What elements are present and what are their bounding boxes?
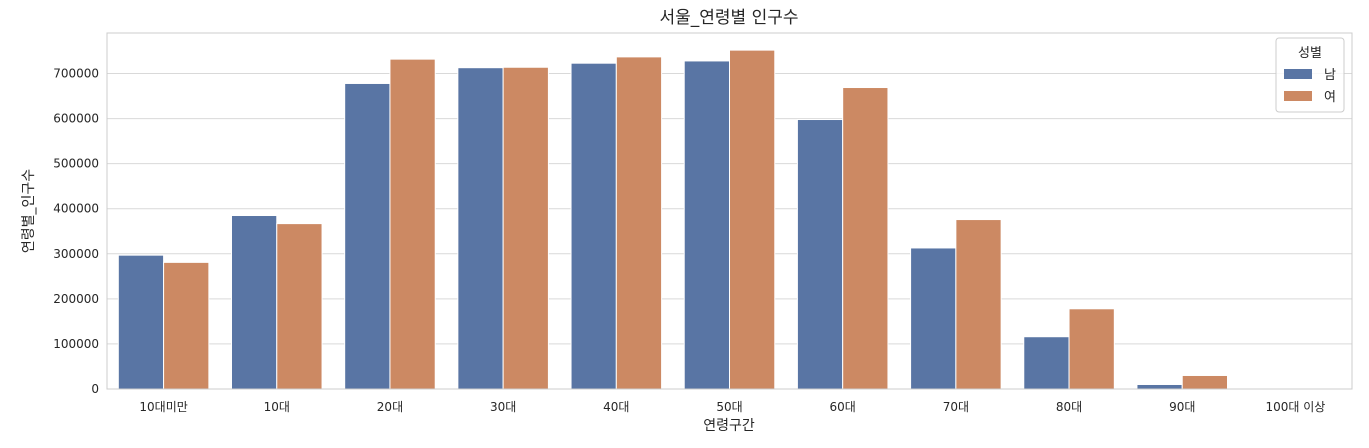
legend-swatch-male (1284, 69, 1312, 79)
bar-female (1181, 374, 1229, 390)
bar-female (1068, 308, 1115, 390)
bar-male (1136, 383, 1183, 390)
y-tick-label: 400000 (53, 202, 99, 216)
bar-female (615, 56, 663, 390)
x-tick-labels: 10대미만 10대 20대 30대 40대 50대 60대 70대 80대 90대 100대 이상 (139, 400, 1325, 414)
x-tick-label: 30대 (490, 400, 516, 414)
x-tick-label: 10대미만 (139, 400, 187, 414)
y-axis-title: 연령별_인구수 (21, 169, 37, 253)
legend: 성별 남 여 (1275, 37, 1345, 113)
bar-male (1023, 336, 1070, 390)
legend-title: 성별 (1298, 46, 1322, 61)
bar-male (570, 62, 617, 390)
legend-label-male: 남 (1324, 68, 1336, 83)
bar-female (502, 66, 549, 390)
bar-male (117, 254, 165, 390)
y-tick-label: 0 (91, 382, 99, 396)
x-tick-label: 80대 (1056, 400, 1082, 414)
x-tick-label: 60대 (830, 400, 856, 414)
bar-male (910, 247, 957, 390)
y-tick-label: 200000 (53, 292, 99, 306)
bar-female (955, 219, 1002, 390)
bar-female (276, 223, 323, 390)
y-tick-label: 500000 (53, 157, 99, 171)
plot-frame (106, 32, 1353, 390)
bar-female (163, 261, 210, 390)
bar-male (683, 60, 731, 390)
bars (117, 49, 1342, 390)
bar-female (389, 58, 436, 390)
bar-male (231, 215, 278, 390)
bar-male (344, 82, 391, 390)
bar-male (796, 119, 844, 390)
bar-male (457, 67, 504, 390)
y-tick-label: 600000 (53, 112, 99, 126)
x-tick-label: 50대 (716, 400, 742, 414)
x-tick-label: 70대 (943, 400, 969, 414)
x-tick-label: 20대 (377, 400, 403, 414)
y-tick-label: 700000 (53, 67, 99, 81)
x-tick-label: 40대 (603, 400, 629, 414)
y-tick-label: 300000 (53, 247, 99, 261)
bar-female (729, 49, 776, 390)
chart-title: 서울_연령별 인구수 (659, 8, 798, 28)
x-tick-label: 10대 (264, 400, 290, 414)
x-tick-label: 100대 이상 (1265, 400, 1325, 414)
legend-swatch-female (1284, 91, 1312, 101)
y-tick-label: 100000 (53, 337, 99, 351)
bar-female (842, 87, 889, 390)
legend-label-female: 여 (1324, 90, 1336, 105)
x-tick-label: 90대 (1169, 400, 1195, 414)
y-tick-labels: 0 100000 200000 300000 400000 500000 600000 700… (53, 67, 99, 396)
x-axis-title: 연령구간 (703, 418, 755, 434)
